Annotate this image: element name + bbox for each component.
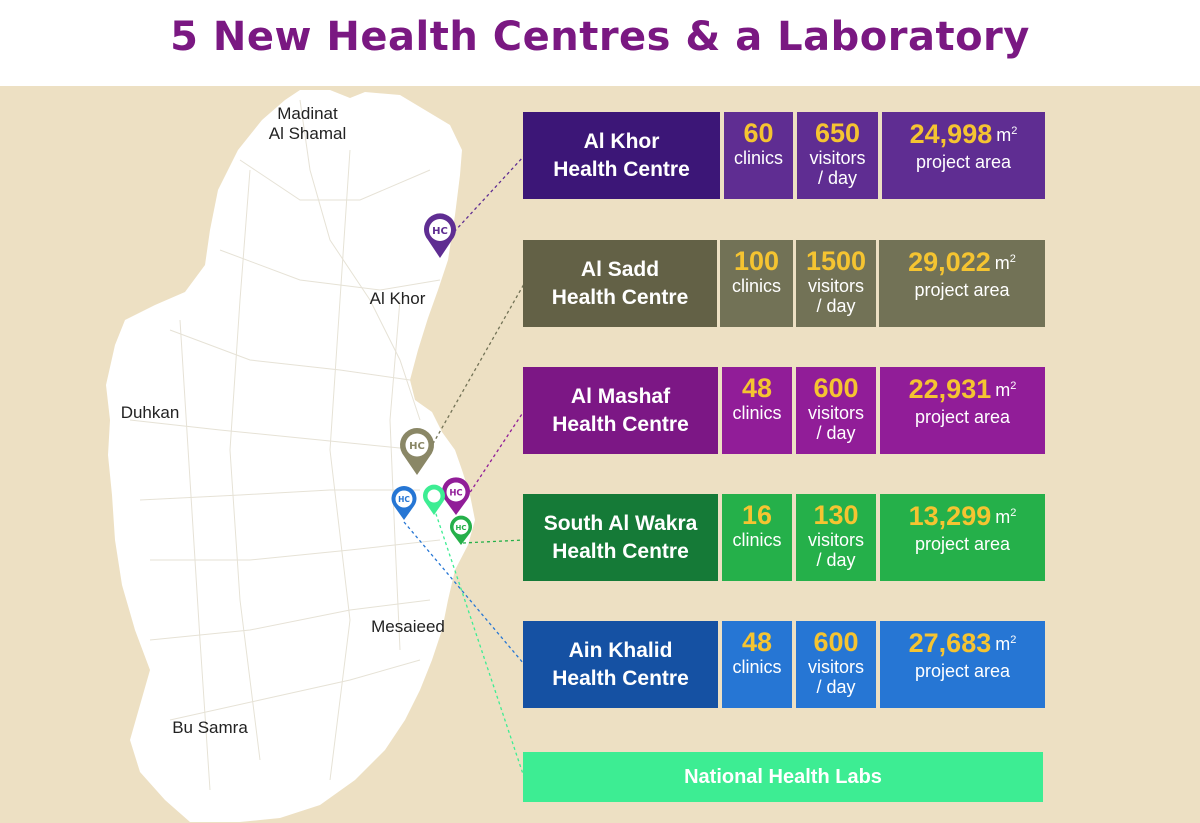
qatar-map: HC HC HC HC HC (106, 90, 525, 822)
project-area-label: project area (914, 534, 1011, 554)
centre-name: Al Sadd Health Centre (523, 240, 717, 327)
svg-text:HC: HC (456, 524, 467, 532)
marker-south-al-wakra: HC (450, 515, 473, 545)
centre-row-al-khor: Al Khor Health Centre 60 clinics 650 vis… (523, 112, 1045, 199)
visitors-count: 650 (814, 118, 861, 148)
road-network (129, 99, 441, 791)
project-area-value: 24,998 m2 (909, 119, 1018, 149)
clinics-label: clinics (732, 657, 782, 677)
marker-al-mashaf: HC (442, 477, 471, 515)
centre-name: Al Mashaf Health Centre (523, 367, 718, 454)
clinics-cell: 16 clinics (722, 494, 792, 581)
area-cell: 29,022 m2 project area (879, 240, 1045, 327)
clinics-label: clinics (731, 276, 781, 296)
project-area-label: project area (915, 152, 1012, 172)
centre-name: Al Khor Health Centre (523, 112, 720, 199)
visitors-count: 1500 (805, 246, 867, 276)
visitors-per-day: / day (816, 423, 856, 443)
clinics-label: clinics (732, 530, 782, 550)
town-bu-samra: Bu Samra (172, 718, 248, 737)
svg-text:HC: HC (409, 441, 425, 452)
clinics-count: 60 (743, 118, 774, 148)
town-madinat-line2: Al Shamal (268, 124, 347, 143)
clinics-label: clinics (732, 403, 782, 423)
visitors-cell: 600 visitors / day (796, 621, 876, 708)
clinics-count: 48 (741, 627, 773, 657)
clinics-count: 100 (733, 246, 780, 276)
town-madinat-al-shamal: Madinat Al Shamal (255, 104, 360, 144)
visitors-count: 600 (813, 627, 859, 657)
town-mesaieed: Mesaieed (371, 617, 445, 636)
project-area-label: project area (914, 661, 1011, 681)
project-area-value: 22,931 m2 (908, 374, 1017, 404)
visitors-label: visitors (807, 276, 864, 296)
marker-al-khor: HC (424, 213, 456, 258)
visitors-per-day: / day (816, 550, 856, 570)
centre-name: South Al Wakra Health Centre (523, 494, 718, 581)
page-title: 5 New Health Centres & a Laboratory (170, 14, 1030, 60)
project-area-label: project area (914, 280, 1010, 300)
visitors-per-day: / day (816, 296, 856, 316)
visitors-count: 130 (813, 500, 859, 530)
project-area-value: 29,022 m2 (908, 247, 1016, 277)
clinics-cell: 48 clinics (722, 621, 792, 708)
svg-text:HC: HC (398, 495, 410, 504)
marker-ain-khalid: HC (391, 486, 417, 520)
area-cell: 27,683 m2 project area (880, 621, 1045, 708)
svg-text:HC: HC (449, 489, 462, 499)
town-madinat-line1: Madinat (277, 104, 338, 123)
centre-row-al-mashaf: Al Mashaf Health Centre 48 clinics 600 v… (523, 367, 1045, 454)
visitors-label: visitors (807, 657, 864, 677)
town-dukhan: Duhkan (120, 403, 180, 422)
clinics-count: 16 (741, 500, 773, 530)
centre-row-al-sadd: Al Sadd Health Centre 100 clinics 1500 v… (523, 240, 1045, 327)
marker-al-sadd: HC (399, 428, 434, 475)
header (0, 0, 1200, 86)
national-health-labs-box: National Health Labs (523, 752, 1043, 802)
clinics-cell: 60 clinics (724, 112, 793, 199)
project-area-value: 13,299 m2 (908, 501, 1017, 531)
visitors-per-day: / day (816, 677, 856, 697)
clinics-cell: 48 clinics (722, 367, 792, 454)
visitors-per-day: / day (817, 168, 858, 188)
visitors-label: visitors (809, 148, 866, 168)
project-area-label: project area (914, 407, 1011, 427)
visitors-cell: 130 visitors / day (796, 494, 876, 581)
visitors-label: visitors (807, 530, 864, 550)
qatar-landmass (106, 90, 475, 822)
area-cell: 24,998 m2 project area (882, 112, 1045, 199)
clinics-count: 48 (741, 373, 773, 403)
clinics-cell: 100 clinics (720, 240, 793, 327)
area-cell: 13,299 m2 project area (880, 494, 1045, 581)
svg-text:HC: HC (432, 226, 448, 237)
clinics-label: clinics (733, 148, 783, 168)
marker-national-health-labs (423, 484, 445, 515)
visitors-cell: 650 visitors / day (797, 112, 878, 199)
visitors-cell: 600 visitors / day (796, 367, 876, 454)
visitors-label: visitors (807, 403, 864, 423)
centre-row-ain-khalid: Ain Khalid Health Centre 48 clinics 600 … (523, 621, 1045, 708)
centre-row-south-al-wakra: South Al Wakra Health Centre 16 clinics … (523, 494, 1045, 581)
visitors-count: 600 (813, 373, 859, 403)
project-area-value: 27,683 m2 (908, 628, 1017, 658)
area-cell: 22,931 m2 project area (880, 367, 1045, 454)
town-al-khor: Al Khor (369, 289, 426, 308)
centre-name: Ain Khalid Health Centre (523, 621, 718, 708)
visitors-cell: 1500 visitors / day (796, 240, 876, 327)
